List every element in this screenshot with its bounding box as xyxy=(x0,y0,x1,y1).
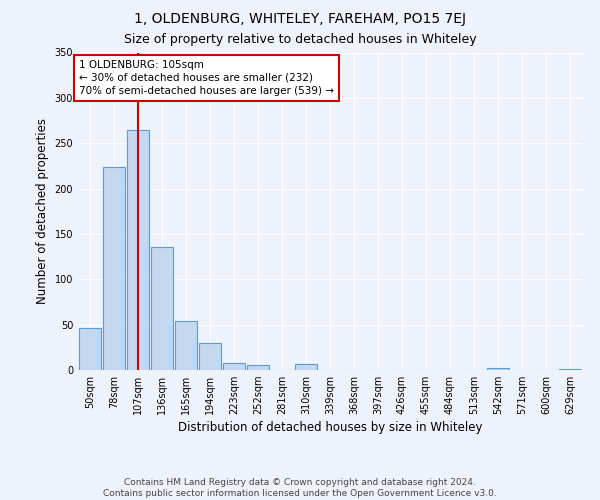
Bar xyxy=(559,369,581,370)
Bar xyxy=(79,328,101,370)
Text: 1, OLDENBURG, WHITELEY, FAREHAM, PO15 7EJ: 1, OLDENBURG, WHITELEY, FAREHAM, PO15 7E… xyxy=(134,12,466,26)
Bar xyxy=(487,368,509,370)
Y-axis label: Number of detached properties: Number of detached properties xyxy=(36,118,49,304)
Bar xyxy=(199,343,221,370)
Bar xyxy=(295,364,317,370)
Bar xyxy=(175,321,197,370)
Bar xyxy=(103,167,125,370)
Bar xyxy=(127,130,149,370)
Text: Contains HM Land Registry data © Crown copyright and database right 2024.
Contai: Contains HM Land Registry data © Crown c… xyxy=(103,478,497,498)
Bar xyxy=(223,362,245,370)
Text: 1 OLDENBURG: 105sqm
← 30% of detached houses are smaller (232)
70% of semi-detac: 1 OLDENBURG: 105sqm ← 30% of detached ho… xyxy=(79,60,334,96)
Bar xyxy=(247,366,269,370)
X-axis label: Distribution of detached houses by size in Whiteley: Distribution of detached houses by size … xyxy=(178,422,482,434)
Bar xyxy=(151,246,173,370)
Text: Size of property relative to detached houses in Whiteley: Size of property relative to detached ho… xyxy=(124,32,476,46)
